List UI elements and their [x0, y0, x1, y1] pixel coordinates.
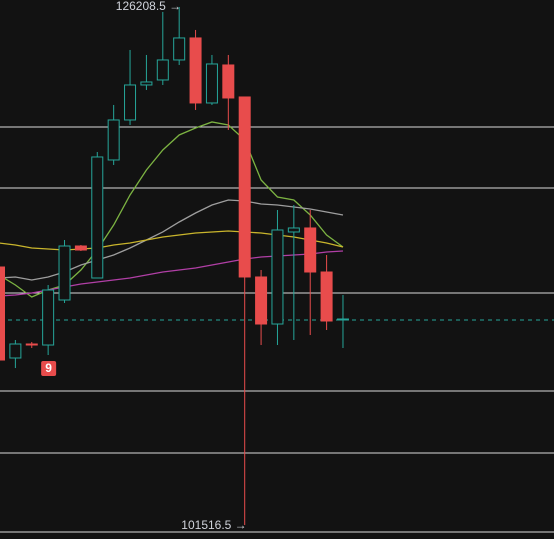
high-label: 126208.5 → [116, 0, 181, 13]
candle-body [304, 227, 317, 273]
candle-body [336, 318, 349, 321]
candle-body [156, 59, 169, 81]
candle-body [287, 227, 300, 233]
candle-body [58, 245, 71, 301]
candle-body [205, 63, 218, 104]
moving-average [0, 230, 344, 251]
candle-body [140, 81, 153, 86]
candle-body [74, 245, 87, 251]
candle-body [91, 156, 104, 279]
moving-average [0, 199, 344, 281]
candle-body [320, 271, 333, 322]
candle-body [271, 229, 284, 325]
candle-body [238, 96, 251, 278]
moving-average [0, 121, 344, 298]
candle-body [173, 37, 186, 61]
candle-body [124, 84, 137, 121]
candle-body [42, 289, 55, 346]
candle-body [9, 343, 22, 359]
low-label: 101516.5 → [181, 518, 246, 532]
candle-body [107, 119, 120, 161]
candle-body [222, 64, 235, 99]
candle-body [0, 266, 5, 361]
candle-body [25, 343, 38, 346]
badge-box [41, 361, 57, 376]
moving-average [0, 250, 344, 297]
badge-text: 9 [45, 361, 52, 375]
candle-body [189, 37, 202, 104]
candle-body [255, 276, 268, 325]
